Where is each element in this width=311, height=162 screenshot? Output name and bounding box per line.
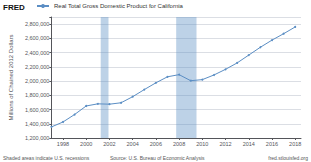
- svg-text:FRED: FRED: [3, 3, 25, 12]
- svg-text:2010: 2010: [196, 141, 208, 147]
- svg-text:1,600,000: 1,600,000: [25, 107, 49, 113]
- svg-text:1,800,000: 1,800,000: [25, 92, 49, 98]
- svg-text:2018: 2018: [289, 141, 301, 147]
- svg-text:2012: 2012: [219, 141, 231, 147]
- svg-text:2,600,000: 2,600,000: [25, 35, 49, 41]
- svg-text:2006: 2006: [150, 141, 162, 147]
- svg-text:2016: 2016: [266, 141, 278, 147]
- svg-text:1,200,000: 1,200,000: [25, 135, 49, 141]
- svg-text:Source: U.S. Bureau of Economi: Source: U.S. Bureau of Economic Analysis: [110, 155, 205, 161]
- svg-text:2,000,000: 2,000,000: [25, 78, 49, 84]
- svg-text:2,200,000: 2,200,000: [25, 64, 49, 70]
- svg-text:1998: 1998: [57, 141, 69, 147]
- svg-text:fred.stlouisfed.org: fred.stlouisfed.org: [268, 155, 308, 161]
- svg-text:2008: 2008: [173, 141, 185, 147]
- svg-text:Millions of Chained 2012 Dolla: Millions of Chained 2012 Dollars: [8, 34, 14, 120]
- svg-text:2014: 2014: [243, 141, 255, 147]
- svg-text:Shaded areas indicate U.S. rec: Shaded areas indicate U.S. recessions: [3, 155, 90, 161]
- svg-text:2000: 2000: [80, 141, 92, 147]
- svg-text:2004: 2004: [127, 141, 139, 147]
- svg-text:2,400,000: 2,400,000: [25, 50, 49, 56]
- svg-text:Real Total Gross Domestic Prod: Real Total Gross Domestic Product for Ca…: [54, 3, 184, 9]
- svg-text:1,400,000: 1,400,000: [25, 121, 49, 127]
- svg-text:2,800,000: 2,800,000: [25, 21, 49, 27]
- svg-text:2002: 2002: [103, 141, 115, 147]
